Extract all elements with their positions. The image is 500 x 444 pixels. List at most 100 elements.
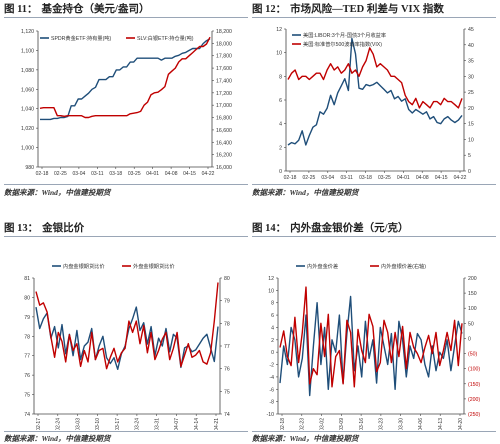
y-tick-label-left: 1,000	[21, 146, 34, 152]
panel-fund-holdings: 图 11： 基金持仓（美元/盎司） 980 1,000 1,020 1,040 1,06…	[4, 0, 248, 197]
y-tick-label-right: 80	[224, 276, 230, 282]
y-tick-label-left: 0	[271, 350, 274, 356]
panel-price-spread: 图 14： 内外盘金银价差（元/克） -10 -8 -6 -4 -2 0 2 4 6 8 10 12 (…	[252, 219, 496, 443]
y-tick-label-right: 0	[468, 336, 471, 342]
y-tick-label-right: 78	[224, 321, 230, 327]
x-tick-label: 04-08	[416, 175, 429, 179]
y-tick-label-right: 16,600	[216, 128, 232, 134]
y-tick-label-right: 17,800	[216, 54, 232, 60]
y-tick-label-left: 79	[24, 315, 30, 321]
panel-ted-vix: 图 12： 市场风险—TED 利差与 VIX 指数 0 2 4 6 8 10 12 0 5 10 1…	[252, 0, 496, 197]
y-tick-label-left: 12	[276, 27, 282, 33]
y-tick-label-left: 0	[279, 169, 282, 175]
y-tick-label-right: 17,400	[216, 78, 232, 84]
y-tick-label-right: 0	[468, 169, 471, 175]
x-tick-label: 04-22	[454, 175, 467, 179]
y-tick-label-left: 1,120	[21, 29, 34, 35]
panel-title: 图 13： 金银比价	[4, 219, 248, 237]
legend-label: 外盘金银期货比价	[133, 262, 175, 270]
y-tick-label-left: 74	[24, 412, 30, 418]
x-tick-label: 03-18	[359, 175, 372, 179]
y-tick-label-right: 5	[468, 153, 471, 159]
x-tick-label: 04-22	[202, 171, 215, 177]
y-tick-label-left: 1,080	[21, 68, 34, 74]
y-tick-label-left: 2	[271, 338, 274, 344]
x-tick-label: 04-21	[214, 418, 220, 430]
y-tick-label-right: 25	[468, 90, 474, 96]
y-tick-label-right: 45	[468, 27, 474, 33]
y-tick-label-right: 50	[468, 321, 474, 327]
series-line-left-axis	[287, 37, 463, 146]
series-line-right-axis	[279, 286, 463, 388]
y-tick-label-left: -6	[269, 387, 274, 393]
figure-title: 市场风险—TED 利差与 VIX 指数	[290, 4, 444, 15]
y-tick-label-right: 75	[224, 389, 230, 395]
y-tick-label-right: 16,000	[216, 165, 232, 171]
source-divider	[252, 431, 496, 432]
y-tick-label-right: (150)	[468, 382, 480, 388]
x-tick-label: 04-14	[194, 418, 200, 430]
source-divider	[4, 184, 248, 185]
figure-label: 图 11：	[4, 4, 38, 15]
y-tick-label-left: 10	[276, 51, 282, 57]
x-tick-label: 03-25	[378, 175, 391, 179]
legend-label: 美国:标准普尔500波动率指数(VIX)	[303, 40, 382, 48]
y-tick-label-right: 10	[468, 137, 474, 143]
y-tick-label-right: 17,000	[216, 103, 232, 109]
series-line-right-axis	[287, 47, 463, 109]
figure-title: 金银比价	[42, 223, 85, 234]
panel-title: 图 14： 内外盘金银价差（元/克）	[252, 219, 496, 237]
x-tick-label: 04-01	[146, 171, 159, 177]
y-tick-label-right: 18,000	[216, 41, 232, 47]
x-tick-label: 02-25	[54, 171, 67, 177]
x-tick-label: 03-24	[135, 418, 141, 430]
x-tick-label: 02-18	[36, 171, 49, 177]
x-tick-label: 04-15	[435, 175, 448, 179]
y-tick-label-left: 4	[279, 122, 282, 128]
x-tick-label: 03-02	[319, 418, 325, 430]
x-tick-label: 02-24	[56, 418, 62, 430]
panel-gold-silver-ratio: 图 13： 金银比价 74 75 76 77 78 79 80 81 74 75 76 77 78 79 8…	[4, 219, 248, 443]
y-tick-label-right: 17,600	[216, 66, 232, 72]
y-tick-label-left: 1,040	[21, 107, 34, 113]
y-tick-label-left: -8	[269, 400, 274, 406]
y-tick-label-left: 80	[24, 295, 30, 301]
chart: 74 75 76 77 78 79 80 81 74 75 76 77 78 79 80 02-17 02-24…	[24, 262, 230, 430]
y-tick-label-left: 1,100	[21, 48, 34, 54]
x-tick-label: 02-23	[300, 418, 306, 430]
y-tick-label-left: 77	[24, 354, 30, 360]
x-tick-label: 04-20	[458, 418, 464, 430]
y-tick-label-left: 78	[24, 334, 30, 340]
y-tick-label-left: 2	[279, 145, 282, 151]
chart: 0 2 4 6 8 10 12 0 5 10 15 20 25 30 35 40 45 02-18 02-25 03-…	[276, 27, 474, 179]
panel-title: 图 12： 市场风险—TED 利差与 VIX 指数	[252, 0, 496, 18]
y-tick-label-right: (100)	[468, 367, 480, 373]
legend-label: 内外盘银价差(右轴)	[381, 262, 426, 270]
y-tick-label-right: 200	[468, 276, 477, 282]
y-tick-label-right: 100	[468, 306, 477, 312]
y-tick-label-left: 980	[25, 165, 34, 171]
x-tick-label: 04-15	[183, 171, 196, 177]
y-tick-label-right: (200)	[468, 397, 480, 403]
legend-label: 内外盘金价差	[307, 262, 338, 270]
y-tick-label-right: 15	[468, 122, 474, 128]
y-tick-label-right: 18,200	[216, 29, 232, 35]
figure-title: 内外盘金银价差（元/克）	[290, 223, 409, 234]
x-tick-label: 04-06	[418, 418, 424, 430]
y-tick-label-left: 6	[279, 98, 282, 104]
x-tick-label: 02-18	[280, 418, 286, 430]
x-tick-label: 03-04	[72, 171, 85, 177]
x-tick-label: 02-17	[36, 418, 42, 430]
x-tick-label: 03-30	[398, 418, 404, 430]
legend-label: SLV:白银ETF:持仓量(吨)	[137, 34, 194, 42]
y-tick-label-right: 30	[468, 74, 474, 80]
figure-title: 基金持仓（美元/盎司）	[41, 4, 150, 15]
y-tick-label-left: 6	[271, 313, 274, 319]
x-tick-label: 03-17	[115, 418, 121, 430]
y-tick-label-left: -2	[269, 363, 274, 369]
x-tick-label: 03-10	[95, 418, 101, 430]
y-tick-label-right: 17,200	[216, 91, 232, 97]
series-line-left-axis	[40, 38, 211, 121]
y-tick-label-left: 75	[24, 393, 30, 399]
x-tick-label: 03-11	[91, 171, 104, 177]
